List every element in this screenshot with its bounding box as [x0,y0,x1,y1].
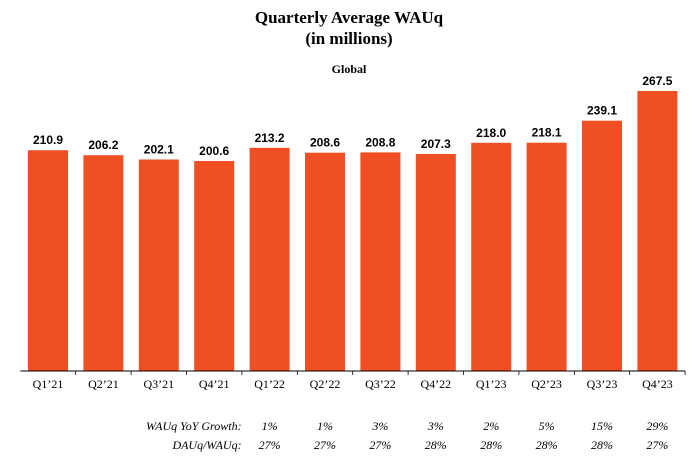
x-tick-label: Q3’21 [143,377,174,391]
x-tick-label: Q4’21 [199,377,230,391]
bar-value-label: 208.8 [365,135,395,149]
bar-7 [415,154,456,371]
bar-value-label: 208.6 [310,136,340,150]
metric-row-label: DAUq/WAUq: [171,438,241,452]
bar-5 [305,152,345,371]
bar-value-label: 207.3 [421,137,451,151]
metric-value: 29% [646,419,668,433]
bar-value-label: 267.5 [642,74,672,88]
bar-value-label: 213.2 [255,131,285,145]
x-tick-label: Q1’21 [33,377,64,391]
x-tick-label: Q1’22 [254,377,285,391]
bar-value-label: 218.1 [532,126,562,140]
bar-11 [637,91,678,371]
bar-value-label: 239.1 [587,104,617,118]
metric-value: 27% [646,438,668,452]
bar-1 [83,155,124,371]
x-tick-label: Q2’22 [310,377,341,391]
metric-value: 3% [427,419,444,433]
metric-row-label: WAUq YoY Growth: [146,419,242,433]
metric-value: 27% [314,438,336,452]
x-tick-label: Q4’23 [642,377,673,391]
bar-6 [360,152,401,371]
bar-value-label: 218.0 [476,126,506,140]
metric-value: 28% [425,438,447,452]
metric-value: 28% [536,438,558,452]
bar-value-label: 202.1 [144,143,174,157]
x-tick-label: Q3’23 [587,377,618,391]
metric-value: 28% [591,438,613,452]
x-tick-label: Q4’22 [420,377,451,391]
chart-title: Quarterly Average WAUq [254,8,444,27]
metric-value: 15% [591,419,613,433]
bar-2 [138,159,179,371]
metric-value: 3% [371,419,388,433]
bar-9 [526,142,567,371]
x-tick-label: Q1’23 [476,377,507,391]
metric-value: 1% [262,419,278,433]
metric-value: 2% [483,419,499,433]
metric-value: 27% [259,438,281,452]
metric-value: 27% [369,438,391,452]
metric-value: 1% [317,419,333,433]
chart-subtitle: (in millions) [305,29,393,48]
x-tick-label: Q3’22 [365,377,396,391]
bar-4 [249,147,290,371]
bar-8 [471,142,512,371]
metric-value: 28% [480,438,502,452]
bar-3 [194,161,235,371]
x-tick-label: Q2’23 [531,377,562,391]
bar-value-label: 206.2 [88,138,118,152]
bar-0 [28,150,68,371]
bar-10 [582,120,622,371]
x-tick-label: Q2’21 [88,377,119,391]
bar-value-label: 210.9 [33,133,63,147]
bar-value-label: 200.6 [199,144,229,158]
region-label: Global [331,62,367,76]
metric-value: 5% [539,419,555,433]
